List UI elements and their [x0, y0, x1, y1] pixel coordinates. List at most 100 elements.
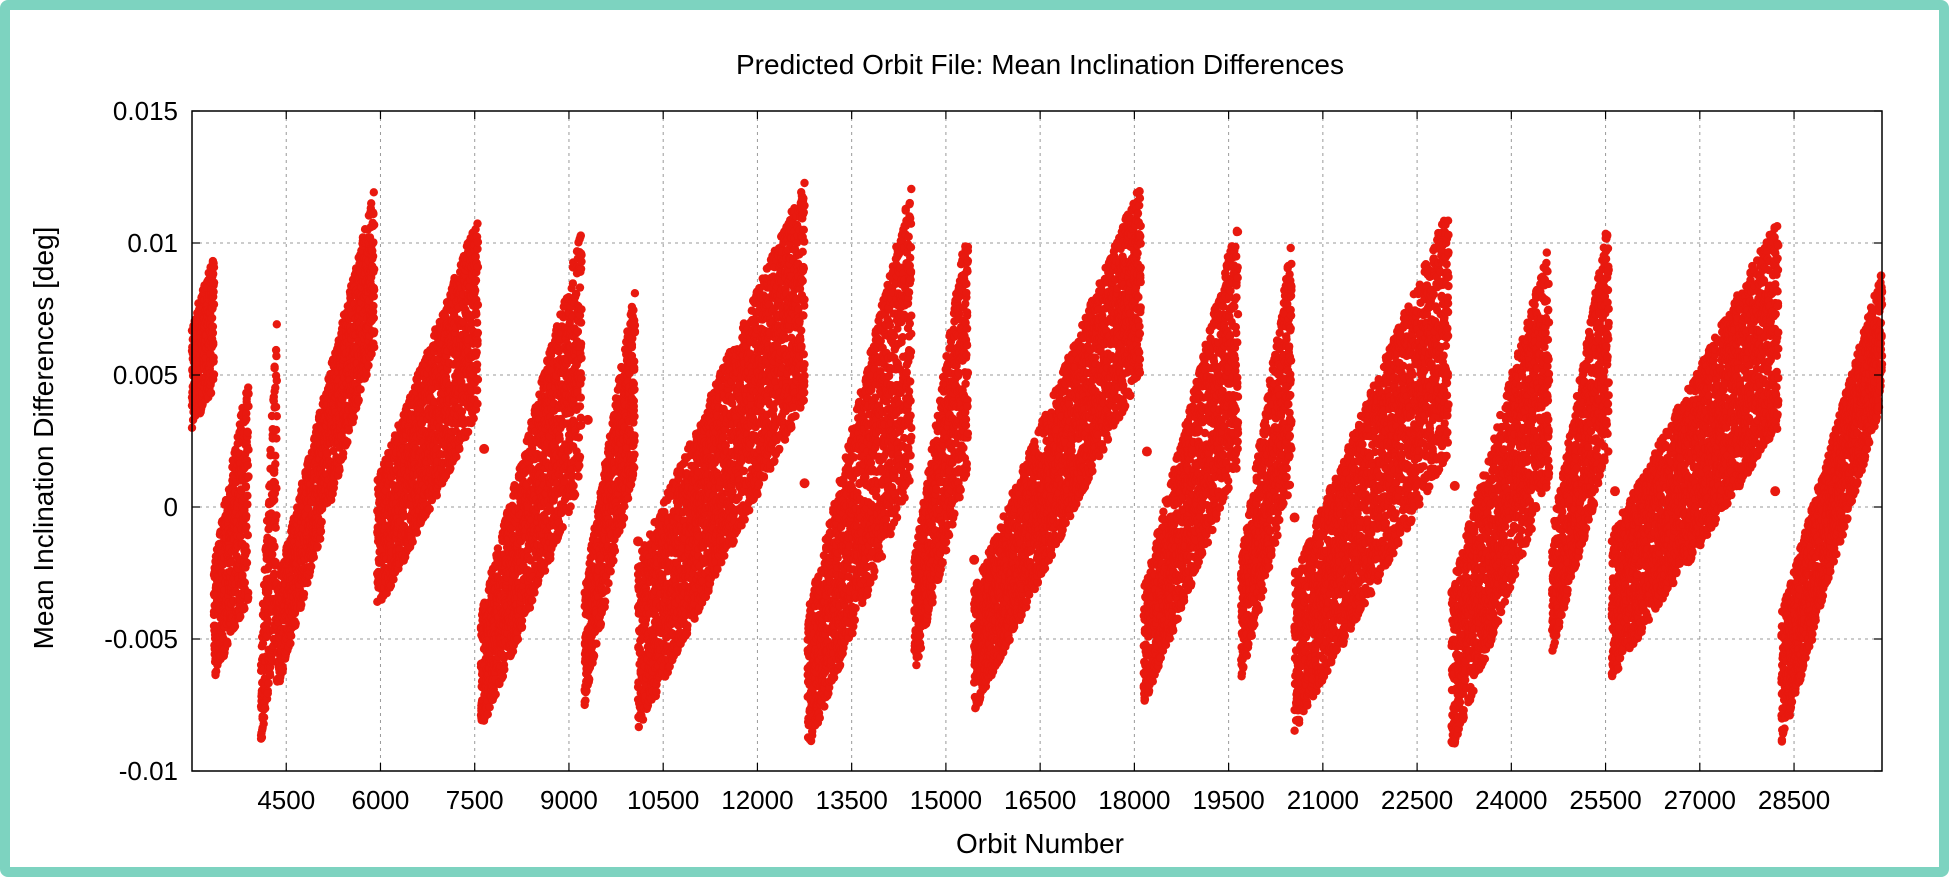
data-point [313, 542, 321, 550]
data-point [369, 302, 377, 310]
data-point [264, 679, 272, 687]
data-band-4 [373, 219, 482, 606]
data-point [273, 376, 281, 384]
data-point [389, 575, 397, 583]
data-point [244, 461, 252, 469]
data-point [243, 547, 251, 555]
data-point [260, 713, 268, 721]
data-band-3 [273, 188, 379, 686]
data-point [279, 665, 287, 673]
data-point [577, 340, 585, 348]
data-point [577, 231, 585, 239]
data-point [272, 484, 280, 492]
data-point [492, 690, 500, 698]
data-point [455, 445, 463, 453]
data-point [474, 329, 482, 337]
data-point [210, 370, 218, 378]
data-point [577, 318, 585, 326]
data-point [244, 446, 252, 454]
data-point [242, 482, 250, 490]
data-point [270, 364, 278, 372]
data-point [574, 327, 582, 335]
data-point [242, 522, 250, 530]
data-point [577, 265, 585, 273]
data-point [575, 461, 583, 469]
data-point [369, 210, 377, 218]
data-point [370, 343, 378, 351]
data-point [272, 426, 280, 434]
data-point [272, 352, 280, 360]
data-point [577, 354, 585, 362]
data-point [310, 553, 318, 561]
data-point [244, 389, 252, 397]
data-point [474, 263, 482, 271]
data-band-6 [581, 289, 640, 709]
data-point [473, 219, 481, 227]
data-point [244, 402, 252, 410]
data-point [473, 340, 481, 348]
data-point [571, 490, 579, 498]
data-point [452, 453, 460, 461]
data-point [339, 449, 347, 457]
data-point [208, 314, 216, 322]
data-point [242, 415, 250, 423]
data-point [369, 252, 377, 260]
data-point [413, 528, 421, 536]
data-point [231, 622, 239, 630]
data-point [238, 571, 246, 579]
data-point [241, 578, 249, 586]
data-point [209, 353, 217, 361]
data-point [409, 538, 417, 546]
data-point [426, 505, 434, 513]
data-point [270, 469, 278, 477]
data-point [210, 278, 218, 286]
data-point [273, 412, 281, 420]
data-point [272, 558, 280, 566]
data-point [258, 733, 266, 741]
data-point [530, 588, 538, 596]
data-point [472, 276, 480, 284]
data-point [264, 619, 272, 627]
data-point [471, 286, 479, 294]
data-points [188, 179, 1886, 748]
data-point [243, 559, 251, 567]
data-point [576, 283, 584, 291]
data-point [576, 453, 584, 461]
data-point [514, 635, 522, 643]
data-point [370, 265, 378, 273]
data-point [272, 434, 280, 442]
data-point [370, 327, 378, 335]
data-point [271, 460, 279, 468]
data-point [473, 360, 481, 368]
data-point [473, 348, 481, 356]
data-point [364, 361, 372, 369]
data-point [335, 466, 343, 474]
data-point [261, 704, 269, 712]
data-point [370, 286, 378, 294]
data-point [272, 403, 280, 411]
data-point [350, 413, 358, 421]
data-point [355, 396, 363, 404]
data-point [317, 527, 325, 535]
data-point [264, 689, 272, 697]
data-point [307, 562, 315, 570]
data-point [244, 531, 252, 539]
data-point [209, 322, 217, 330]
data-point [300, 590, 308, 598]
data-point [271, 452, 279, 460]
data-point [577, 393, 585, 401]
data-point [356, 385, 364, 393]
data-point [210, 300, 218, 308]
data-point [577, 305, 585, 313]
data-point [272, 511, 280, 519]
data-point [470, 414, 478, 422]
data-point [500, 665, 508, 673]
data-point [581, 696, 589, 704]
data-point [370, 188, 378, 196]
data-point [210, 263, 218, 271]
data-point [345, 426, 353, 434]
data-point [272, 524, 280, 532]
data-point [486, 703, 494, 711]
data-point [362, 371, 370, 379]
